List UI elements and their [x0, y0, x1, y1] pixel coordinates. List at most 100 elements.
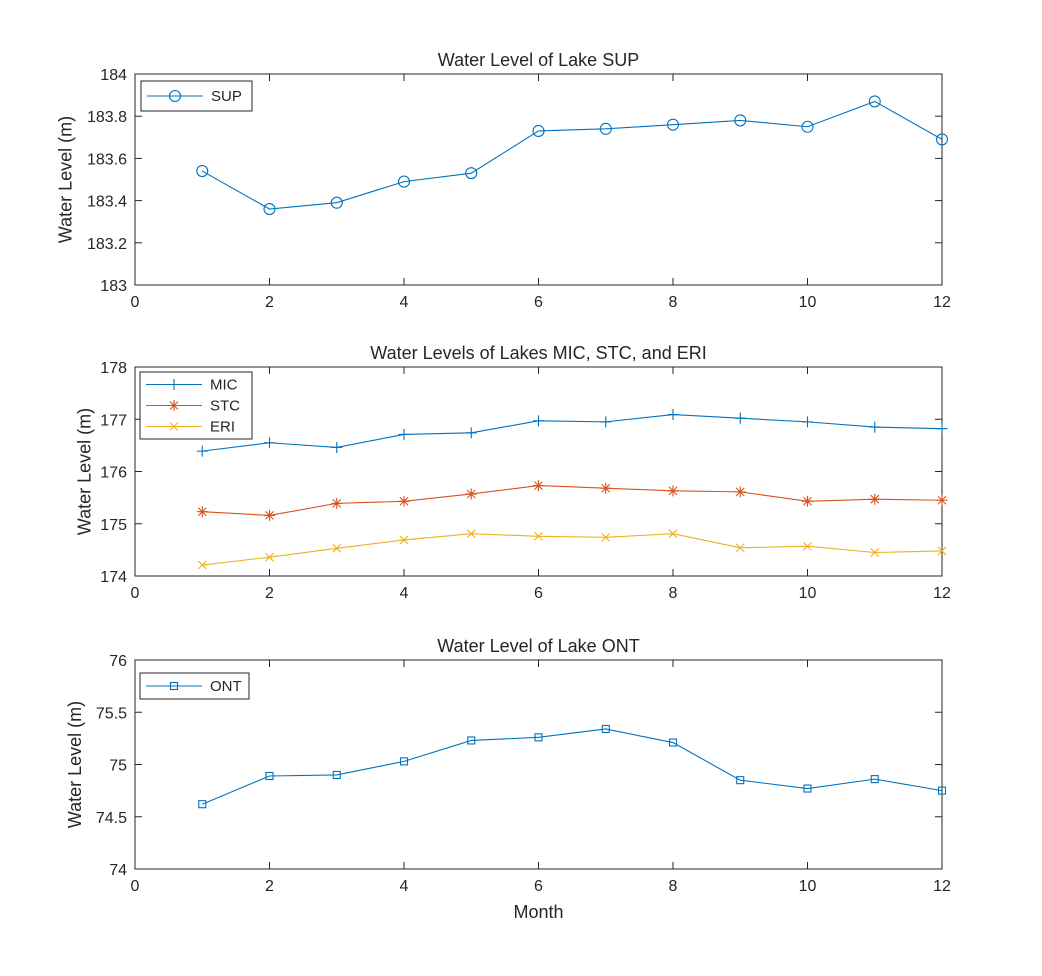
y-tick-label: 74.5 [96, 810, 127, 827]
x-tick-label: 2 [265, 878, 274, 895]
x-axis-label: Month [513, 902, 563, 922]
y-tick-label: 174 [100, 569, 127, 586]
series-line [202, 413, 943, 452]
data-point [398, 495, 410, 507]
legend: SUP [140, 80, 253, 112]
y-axis-label: Water Level (m) [56, 116, 76, 243]
x-tick-label: 10 [799, 878, 817, 895]
data-point [734, 486, 746, 498]
data-point [399, 535, 409, 545]
data-point [870, 548, 880, 557]
data-point [465, 167, 478, 180]
data-point [534, 733, 543, 742]
chart-title: Water Levels of Lakes MIC, STC, and ERI [370, 343, 706, 363]
x-tick-label: 2 [265, 294, 274, 311]
data-point [264, 437, 275, 449]
x-tick-label: 6 [534, 294, 543, 311]
y-tick-label: 74 [109, 862, 127, 879]
legend-label: MIC [210, 377, 238, 394]
data-point [599, 122, 612, 135]
legend-marker [168, 89, 182, 103]
data-point [330, 196, 343, 209]
x-tick-label: 0 [131, 585, 140, 602]
data-point [265, 552, 274, 562]
legend: MIC STC ERI [139, 371, 253, 440]
x-tick-label: 0 [131, 294, 140, 311]
data-point [936, 423, 948, 435]
y-tick-label: 76 [109, 653, 127, 670]
plot-area [134, 73, 943, 286]
data-point [398, 428, 410, 440]
data-point [534, 531, 543, 541]
series-mic [196, 409, 948, 457]
data-point [601, 532, 611, 542]
data-point [802, 416, 813, 428]
x-tick-label: 12 [933, 585, 951, 602]
legend-label: SUP [211, 88, 242, 105]
series-line [202, 485, 943, 516]
data-point [263, 202, 276, 216]
data-point [532, 124, 545, 138]
y-tick-label: 183.8 [87, 109, 127, 126]
data-point [869, 493, 881, 505]
x-tick-label: 4 [400, 878, 409, 895]
y-tick-label: 75 [109, 758, 127, 775]
chart-panel-3: 0 2 4 6 8 10 12 74 74.5 75 75.5 76 Water Level of La… [65, 636, 951, 922]
x-tick-label: 4 [400, 294, 409, 311]
y-tick-label: 183.4 [87, 194, 127, 211]
chart-panel-2: 0 2 4 6 8 10 12 174 175 176 177 178 Water Levels of … [75, 343, 952, 602]
data-point [937, 546, 947, 556]
y-tick-label: 75.5 [96, 705, 127, 722]
x-tick-label: 6 [534, 585, 543, 602]
y-axis-label: Water Level (m) [75, 408, 95, 535]
x-tick-label: 12 [933, 878, 951, 895]
data-point [935, 133, 949, 146]
x-tick-label: 4 [400, 585, 409, 602]
legend-label: STC [210, 398, 240, 415]
data-point [802, 495, 813, 507]
data-point [197, 560, 207, 570]
data-point [734, 412, 746, 424]
data-point [803, 541, 812, 551]
y-tick-label: 176 [100, 465, 127, 482]
x-tick-label: 8 [669, 878, 678, 895]
series-sup [196, 95, 949, 216]
legend-marker [169, 681, 179, 691]
legend-marker [168, 379, 180, 390]
x-tick-label: 10 [799, 294, 817, 311]
data-point [465, 488, 477, 500]
data-point [533, 415, 544, 427]
chart-title: Water Level of Lake SUP [438, 50, 639, 70]
series-eri [197, 529, 947, 570]
data-point [533, 480, 544, 492]
data-point [869, 421, 881, 433]
data-point [332, 543, 342, 553]
legend-label: ONT [210, 678, 242, 695]
y-tick-label: 178 [100, 360, 127, 377]
data-point [870, 775, 879, 784]
data-point [331, 441, 343, 453]
data-point [467, 736, 476, 745]
y-axis-label: Water Level (m) [65, 701, 85, 828]
data-point [600, 482, 612, 494]
data-point [466, 529, 476, 539]
data-point [667, 485, 679, 497]
y-tick-label: 177 [100, 412, 127, 429]
data-point [666, 118, 680, 131]
data-point [465, 427, 477, 439]
y-tick-label: 183.2 [87, 236, 127, 253]
data-point [868, 95, 881, 108]
data-point [736, 776, 745, 785]
series-line [202, 728, 943, 805]
data-point [734, 114, 747, 127]
chart-title: Water Level of Lake ONT [437, 636, 639, 656]
x-tick-label: 0 [131, 878, 140, 895]
data-point [399, 757, 409, 766]
series-line [202, 533, 943, 566]
x-tick-label: 8 [669, 294, 678, 311]
legend-marker [169, 422, 179, 431]
data-point [937, 786, 947, 795]
legend-marker [168, 400, 180, 411]
data-point [668, 738, 678, 747]
